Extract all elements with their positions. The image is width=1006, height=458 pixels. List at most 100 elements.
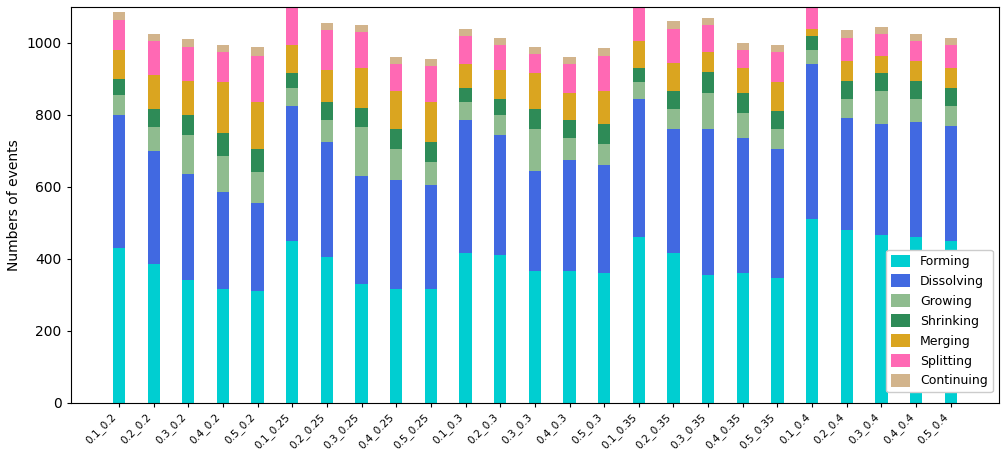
Bar [806,50,818,65]
Bar [529,109,541,129]
Bar [148,264,160,403]
Bar [772,82,784,111]
Bar [182,135,194,174]
Bar [321,70,333,102]
Bar [390,180,402,289]
Bar [667,63,680,92]
Bar [217,82,229,133]
Bar [182,81,194,115]
Bar [945,241,957,403]
Bar [841,61,853,81]
Bar [945,88,957,106]
Bar [425,102,437,142]
Bar [563,271,575,403]
Bar [286,45,299,73]
Bar [772,45,784,52]
Bar [667,22,680,28]
Bar [217,133,229,156]
Bar [252,291,264,403]
Bar [252,102,264,149]
Bar [736,113,748,138]
Bar [806,0,818,28]
Bar [460,120,472,253]
Bar [702,129,714,275]
Bar [841,38,853,61]
Bar [113,12,125,20]
Bar [841,119,853,230]
Bar [113,20,125,50]
Bar [460,36,472,65]
Bar [736,93,748,113]
Bar [113,248,125,403]
Bar [460,88,472,102]
Bar [841,30,853,38]
Bar [667,109,680,129]
Bar [563,120,575,138]
Bar [910,122,923,237]
Bar [321,102,333,120]
Bar [806,36,818,50]
Bar [355,176,367,284]
Bar [494,38,506,45]
Bar [875,34,887,55]
Bar [425,185,437,289]
Bar [148,151,160,264]
Bar [563,57,575,65]
Bar [425,59,437,66]
Bar [113,50,125,79]
Bar [736,273,748,403]
Bar [286,7,299,45]
Bar [217,156,229,192]
Bar [875,55,887,73]
Bar [633,68,645,82]
Bar [252,149,264,172]
Bar [113,95,125,115]
Bar [633,0,645,41]
Bar [772,111,784,129]
Bar [910,41,923,61]
Bar [875,27,887,34]
Bar [148,109,160,127]
Bar [529,54,541,73]
Bar [806,65,818,219]
Bar [425,66,437,102]
Bar [599,124,611,144]
Bar [286,241,299,403]
Bar [390,289,402,403]
Bar [841,81,853,98]
Bar [875,73,887,92]
Bar [667,28,680,63]
Bar [772,52,784,82]
Bar [945,125,957,241]
Bar [702,52,714,72]
Bar [875,92,887,124]
Bar [390,57,402,65]
Bar [286,88,299,106]
Bar [113,115,125,248]
Bar [736,43,748,50]
Bar [736,138,748,273]
Bar [425,142,437,162]
Bar [286,106,299,241]
Bar [772,278,784,403]
Bar [321,142,333,257]
Bar [460,102,472,120]
Bar [494,98,506,115]
Bar [599,92,611,124]
Bar [910,61,923,81]
Bar [875,124,887,235]
Bar [321,257,333,403]
Bar [702,18,714,25]
Bar [355,32,367,68]
Bar [252,172,264,203]
Y-axis label: Numbers of events: Numbers of events [7,139,21,271]
Bar [806,219,818,403]
Bar [113,79,125,95]
Bar [355,284,367,403]
Bar [148,75,160,109]
Bar [599,55,611,92]
Bar [599,165,611,273]
Bar [321,120,333,142]
Bar [633,98,645,237]
Bar [945,68,957,88]
